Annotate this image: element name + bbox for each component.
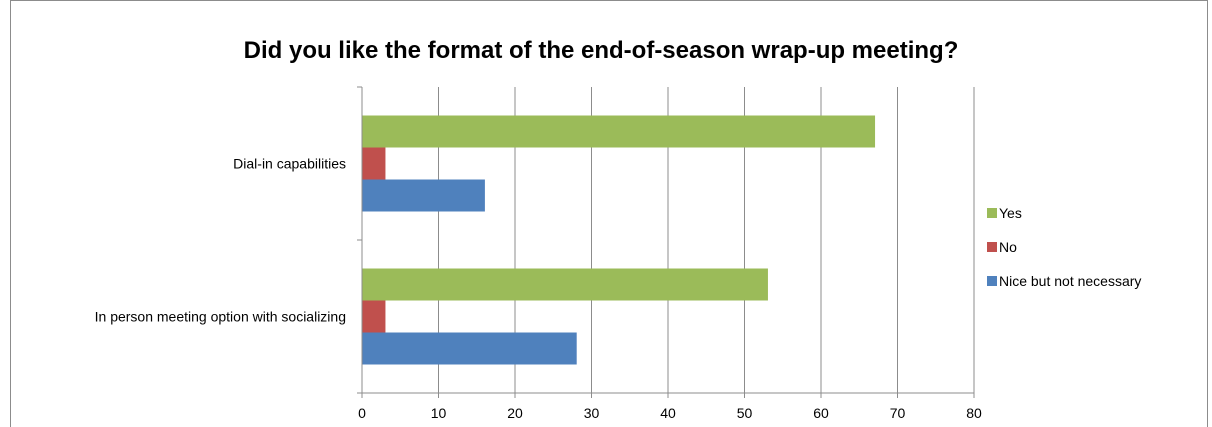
legend-swatch-no — [987, 242, 997, 252]
x-tick-label-50: 50 — [737, 405, 753, 421]
bar-yes-0 — [362, 115, 876, 148]
legend-swatch-yes — [987, 208, 997, 218]
x-tick-label-70: 70 — [890, 405, 906, 421]
bar-nice-but-not-necessary-1 — [362, 332, 577, 365]
x-tick-label-60: 60 — [813, 405, 829, 421]
category-label-0: Dial-in capabilities — [233, 156, 346, 172]
category-labels: Dial-in capabilities In person meeting op… — [95, 156, 346, 325]
x-tick-label-0: 0 — [358, 405, 366, 421]
bars — [362, 115, 876, 365]
x-tick-label-20: 20 — [507, 405, 523, 421]
chart-title: Did you like the format of the end-of-se… — [244, 37, 959, 64]
x-tick-label-40: 40 — [660, 405, 676, 421]
bar-nice-but-not-necessary-0 — [362, 179, 485, 212]
x-tick-label-10: 10 — [431, 405, 447, 421]
category-label-1: In person meeting option with socializin… — [95, 309, 346, 325]
legend-label-yes: Yes — [999, 205, 1022, 221]
legend-label-nice-but-not-necessary: Nice but not necessary — [999, 273, 1141, 289]
bar-no-1 — [362, 300, 386, 333]
bar-no-0 — [362, 147, 386, 180]
legend-swatch-nice-but-not-necessary — [987, 276, 997, 286]
x-tick-label-80: 80 — [966, 405, 982, 421]
legend: Yes No Nice but not necessary — [987, 205, 1141, 289]
legend-label-no: No — [999, 239, 1017, 255]
axes: 0 10 20 30 40 50 60 70 80 — [357, 86, 982, 421]
bar-yes-1 — [362, 268, 768, 301]
chart-frame — [10, 0, 1208, 427]
x-tick-label-30: 30 — [584, 405, 600, 421]
